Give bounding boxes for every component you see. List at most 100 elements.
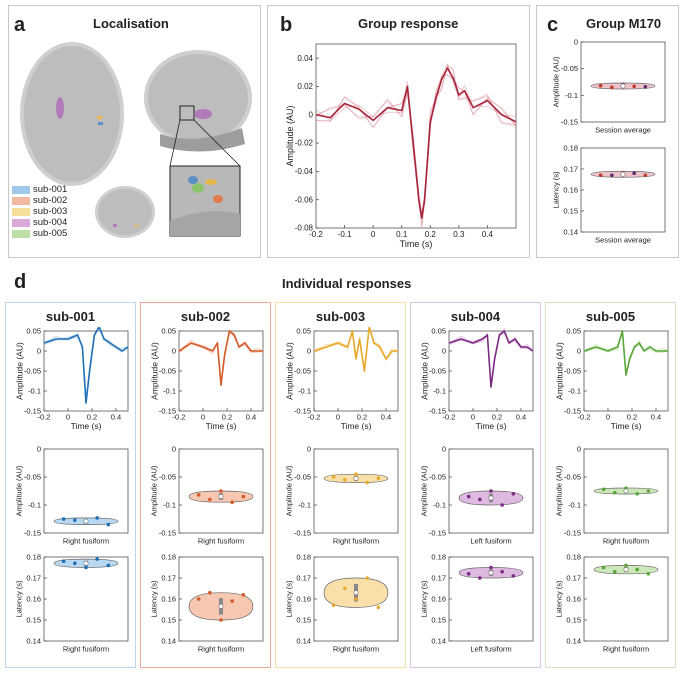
y-tick-label: 0.05 [26, 327, 41, 336]
y-tick-label: 0.18 [566, 553, 581, 562]
x-tick-label: -0.2 [38, 413, 51, 422]
x-axis-label: Time (s) [400, 239, 433, 249]
data-point [500, 569, 504, 574]
x-axis-label: Time (s) [341, 421, 372, 431]
plot-area [43, 556, 129, 642]
x-axis-label: Right fusiform [198, 645, 244, 654]
median-marker [353, 475, 359, 481]
y-tick-label: -0.02 [295, 139, 314, 148]
y-tick-label: 0.17 [563, 165, 578, 174]
subject-amplitude-chart: 0 -0.05 -0.1 -0.15 Left fusiform Amplitude (A… [420, 445, 534, 546]
subject-response-chart: -0.2 0 0.2 0.4 0.05 0 -0.05 -0.1 -0.15 Time (s) Am… [149, 327, 264, 431]
y-tick-label: -0.05 [159, 473, 176, 482]
data-point [489, 565, 493, 570]
subject-latency-chart: 0.18 0.17 0.16 0.15 0.14 Right fusiform Latenc… [150, 553, 264, 654]
subject-response-chart: -0.2 0 0.2 0.4 0.05 0 -0.05 -0.1 -0.15 Time (s) Am… [554, 327, 669, 431]
y-tick-label: -0.15 [561, 118, 578, 127]
data-point [106, 522, 111, 527]
y-tick-label: -0.05 [564, 473, 581, 482]
legend-label: sub-001 [33, 184, 68, 195]
y-tick-label: -0.1 [433, 387, 446, 396]
y-tick-label: 0.14 [161, 637, 176, 646]
y-tick-label: 0 [442, 347, 446, 356]
x-tick-label: -0.2 [173, 413, 186, 422]
subject-legend: sub-001 sub-002 sub-003 sub-004 sub-005 [12, 184, 87, 239]
coronal-brain-view [95, 186, 155, 238]
data-point [466, 494, 471, 499]
x-tick-label: 0.4 [111, 413, 121, 422]
data-point [624, 563, 628, 568]
y-tick-label: 0.18 [296, 553, 311, 562]
legend-label: sub-005 [33, 228, 68, 239]
y-tick-label: -0.15 [24, 407, 41, 416]
y-tick-label: -0.05 [429, 473, 446, 482]
mean-response-line [448, 330, 534, 388]
y-tick-label: -0.1 [163, 501, 176, 510]
y-tick-label: 0.16 [563, 186, 578, 195]
data-point [613, 569, 617, 574]
y-tick-label: -0.1 [298, 387, 311, 396]
x-tick-label: 0.4 [516, 413, 526, 422]
subject-response-chart: -0.2 0 0.2 0.4 0.05 0 -0.05 -0.1 -0.15 Time (s) Am… [284, 327, 399, 431]
x-axis-label: Time (s) [611, 421, 642, 431]
panel-title-c: Group M170 [586, 16, 662, 31]
data-point [219, 618, 223, 622]
legend-label: sub-003 [33, 206, 68, 217]
subject-latency-chart: 0.18 0.17 0.16 0.15 0.14 Left fusiform Latency… [420, 553, 534, 654]
data-point [613, 490, 617, 495]
y-tick-label: -0.1 [298, 501, 311, 510]
y-axis-label: Amplitude (AU) [552, 56, 561, 107]
y-tick-label: 0.05 [296, 327, 311, 336]
data-point [601, 565, 606, 570]
y-axis-label: Amplitude (AU) [555, 465, 564, 516]
panel-c [536, 5, 679, 258]
legend-label: sub-004 [33, 217, 68, 228]
y-tick-label: -0.15 [159, 407, 176, 416]
x-tick-label: -0.2 [309, 230, 323, 239]
data-point [95, 516, 99, 520]
y-tick-label: 0.14 [296, 637, 311, 646]
x-tick-label: 0 [336, 413, 340, 422]
y-tick-label: -0.05 [429, 367, 446, 376]
subject-panel-sub-003: sub-003 -0.2 0 0.2 0.4 0.05 0 -0.05 -0.1 -0.15 Tim… [275, 302, 406, 668]
y-tick-label: -0.15 [159, 529, 176, 538]
mean-response-line [313, 327, 398, 372]
mean-response-line [43, 327, 129, 404]
y-tick-label: -0.15 [294, 407, 311, 416]
y-tick-label: -0.15 [564, 529, 581, 538]
data-point [230, 599, 234, 603]
mean-response-line [178, 330, 263, 386]
y-tick-label: -0.1 [163, 387, 176, 396]
panel-b [267, 5, 530, 258]
data-point [376, 605, 381, 610]
sub-003-marker [97, 116, 102, 119]
x-tick-label: -0.1 [338, 230, 352, 239]
y-axis-label: Latency (s) [420, 580, 429, 618]
data-point [632, 171, 636, 175]
y-axis-label: Amplitude (AU) [150, 465, 159, 516]
x-tick-label: 0.2 [222, 413, 232, 422]
x-tick-label: 0.1 [396, 230, 408, 239]
y-axis-label: Amplitude (AU) [149, 342, 159, 400]
y-tick-label: 0.17 [26, 574, 41, 583]
data-point [511, 492, 516, 496]
data-point [196, 597, 201, 601]
legend-swatch [12, 218, 30, 227]
x-tick-label: 0.3 [453, 230, 465, 239]
x-axis-label: Time (s) [476, 421, 507, 431]
y-tick-label: 0.15 [26, 616, 41, 625]
y-tick-label: 0.16 [26, 595, 41, 604]
axial-brain-view [20, 42, 124, 186]
y-tick-label: 0.05 [161, 327, 176, 336]
data-point [598, 83, 603, 88]
zoom-inset [169, 165, 241, 237]
median-marker [623, 567, 629, 573]
panel-letter-a: a [14, 14, 26, 36]
data-point [500, 503, 504, 507]
y-axis-label: Amplitude (AU) [15, 465, 24, 516]
legend-swatch [12, 196, 30, 205]
x-tick-label: 0.2 [627, 413, 637, 422]
y-tick-label: -0.1 [565, 91, 578, 100]
data-point [610, 173, 614, 178]
plot-area [315, 43, 517, 229]
